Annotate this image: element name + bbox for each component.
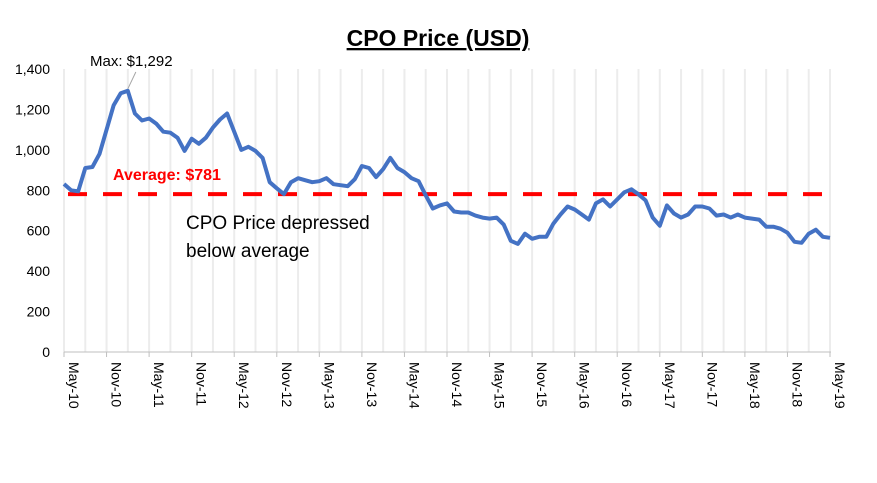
x-tick-label: Nov-18 bbox=[789, 362, 805, 407]
price-series-line bbox=[62, 88, 831, 246]
x-tick-label: Nov-12 bbox=[279, 362, 295, 407]
x-tick-label: May-14 bbox=[406, 362, 422, 409]
y-tick-label: 400 bbox=[27, 263, 51, 279]
max-leader-line bbox=[127, 71, 137, 90]
y-tick-label: 1,400 bbox=[15, 61, 50, 77]
x-tick-label: Nov-13 bbox=[364, 362, 380, 407]
max-label: Max: $1,292 bbox=[90, 53, 173, 70]
x-tick-label: May-18 bbox=[747, 362, 763, 409]
y-tick-label: 800 bbox=[27, 182, 51, 198]
note-line-1: CPO Price depressed bbox=[186, 213, 370, 234]
x-tick-label: May-15 bbox=[492, 362, 508, 409]
y-tick-label: 600 bbox=[27, 223, 51, 239]
chart-title: CPO Price (USD) bbox=[347, 25, 530, 51]
x-tick-label: May-11 bbox=[151, 362, 167, 408]
x-tick-label: Nov-10 bbox=[109, 362, 125, 407]
x-tick-label: May-10 bbox=[66, 362, 82, 409]
x-tick-label: May-17 bbox=[662, 362, 678, 409]
note-line-2: below average bbox=[186, 241, 310, 262]
y-tick-label: 1,200 bbox=[15, 101, 50, 117]
y-tick-label: 200 bbox=[27, 304, 51, 320]
x-tick-label: May-12 bbox=[236, 362, 252, 409]
x-tick-label: May-13 bbox=[321, 362, 337, 409]
x-tick-label: Nov-15 bbox=[534, 362, 550, 407]
x-tick-label: Nov-16 bbox=[619, 362, 635, 407]
y-tick-label: 0 bbox=[42, 344, 50, 360]
x-tick-label: Nov-11 bbox=[194, 362, 210, 406]
y-tick-label: 1,000 bbox=[15, 142, 50, 158]
x-tick-label: Nov-14 bbox=[449, 362, 465, 407]
x-tick-label: May-16 bbox=[577, 362, 593, 409]
x-tick-label: Nov-17 bbox=[704, 362, 720, 407]
x-tick-label: May-19 bbox=[832, 362, 848, 409]
average-label: Average: $781 bbox=[113, 167, 221, 184]
